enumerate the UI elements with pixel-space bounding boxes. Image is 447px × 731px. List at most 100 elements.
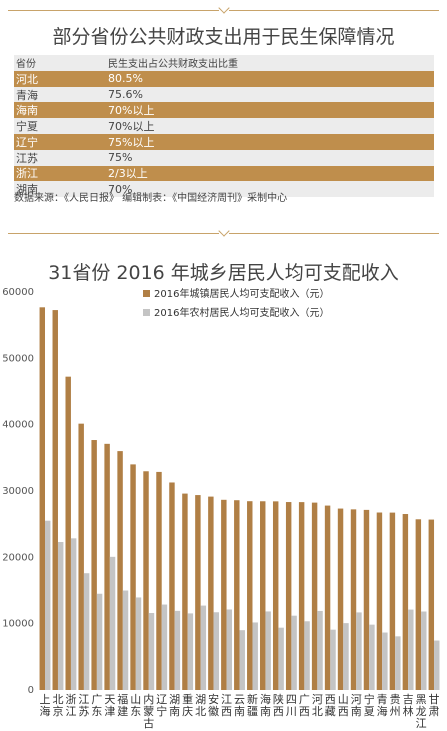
urban-income-bar xyxy=(117,451,123,690)
x-category-label: 山西 xyxy=(338,693,349,718)
urban-income-bar xyxy=(350,509,357,690)
rural-income-bar xyxy=(382,632,388,690)
table-title: 部分省份公共财政支出用于民生保障情况 xyxy=(52,26,395,48)
rural-income-bar xyxy=(304,621,310,690)
x-category-label: 内蒙古 xyxy=(143,692,154,730)
urban-income-bar xyxy=(285,502,292,690)
rural-income-bar xyxy=(408,609,414,690)
rural-income-bar xyxy=(174,610,181,690)
y-tick-label: 60000 xyxy=(2,287,34,298)
ratio-cell: 70%以上 xyxy=(108,104,155,118)
urban-income-bar xyxy=(78,423,84,690)
rural-income-bar xyxy=(317,610,323,690)
table-row: 浙江 2/3以上 xyxy=(14,165,434,182)
rural-income-bar xyxy=(213,612,220,690)
y-tick-label: 40000 xyxy=(2,420,34,431)
rural-income-bar xyxy=(83,573,90,690)
urban-income-bar xyxy=(260,501,266,690)
ratio-cell: 70% xyxy=(108,182,133,196)
ratio-cell: 75.6% xyxy=(108,87,143,101)
urban-income-bar xyxy=(376,512,383,690)
rural-income-bar xyxy=(343,623,349,690)
urban-income-bar xyxy=(272,501,279,690)
y-tick-label: 20000 xyxy=(2,552,34,563)
urban-income-bar xyxy=(337,508,344,690)
middle-divider xyxy=(8,229,439,239)
province-cell: 宁夏 xyxy=(16,120,38,134)
x-category-label: 云南 xyxy=(234,693,245,718)
x-category-label: 辽宁 xyxy=(156,693,167,718)
table-row: 江苏 75% xyxy=(14,149,434,166)
urban-income-bar xyxy=(182,493,188,690)
x-category-label: 重庆 xyxy=(182,692,193,718)
rural-income-bar xyxy=(291,615,297,690)
x-category-label: 河北 xyxy=(312,693,323,718)
rural-income-bar xyxy=(369,624,375,690)
rural-income-bar xyxy=(109,556,116,690)
urban-income-bar xyxy=(130,464,136,690)
rural-income-bar xyxy=(70,538,77,690)
y-tick-label: 50000 xyxy=(2,353,34,364)
x-category-label: 福建 xyxy=(117,692,128,718)
rural-income-bar xyxy=(356,612,362,690)
x-category-label: 黑龙江 xyxy=(416,693,427,730)
y-tick-label: 10000 xyxy=(2,619,34,630)
x-category-label: 宁夏 xyxy=(364,692,375,718)
legend: 2016年城镇居民人均可支配收入（元） 2016年农村居民人均可支配收入（元） xyxy=(143,287,329,319)
header-province: 省份 xyxy=(16,59,36,71)
legend-rural-swatch xyxy=(143,309,150,316)
x-category-label: 山东 xyxy=(130,693,141,718)
ratio-cell: 75%以上 xyxy=(108,135,155,149)
x-category-label: 陕西 xyxy=(273,692,284,718)
province-cell: 河北 xyxy=(16,72,38,86)
x-category-label: 上海 xyxy=(40,693,51,718)
rural-income-bar xyxy=(239,630,245,690)
urban-income-bar xyxy=(143,471,149,690)
rural-income-bar xyxy=(96,593,103,690)
x-category-label: 西藏 xyxy=(325,693,336,718)
spending-table: 省份 民生支出占公共财政支出比重 河北 80.5% 青海 75.6% 海南 70… xyxy=(14,55,434,198)
ratio-cell: 80.5% xyxy=(108,72,143,86)
rural-income-bar xyxy=(200,605,207,690)
urban-income-bar xyxy=(208,496,214,690)
ratio-cell: 70%以上 xyxy=(108,120,155,134)
urban-income-bar xyxy=(52,310,58,690)
x-category-label: 四川 xyxy=(286,693,297,718)
income-bar-chart: 0 10000 20000 30000 40000 50000 60000 上海北京浙江江苏… xyxy=(2,287,440,730)
header-ratio: 民生支出占公共财政支出比重 xyxy=(108,59,238,71)
x-category-label: 湖南 xyxy=(169,693,180,718)
x-category-label: 安徽 xyxy=(208,692,219,718)
ratio-cell: 75% xyxy=(108,151,133,165)
legend-rural-label: 2016年农村居民人均可支配收入（元） xyxy=(154,306,329,319)
rural-income-bar xyxy=(330,629,336,690)
province-cell: 江苏 xyxy=(16,151,38,165)
rural-income-bar xyxy=(122,590,129,690)
table-header-row: 省份 民生支出占公共财政支出比重 xyxy=(14,55,434,71)
source-note: 数据来源：《人民日报》 编辑制表：《中国经济周刊》采制中心 xyxy=(14,193,288,204)
x-category-label: 浙江 xyxy=(65,693,76,718)
urban-income-bar xyxy=(247,501,253,690)
rural-income-bar xyxy=(226,609,232,690)
x-category-label: 江苏 xyxy=(78,693,89,718)
province-cell: 浙江 xyxy=(16,167,38,181)
x-axis: 上海北京浙江江苏广东天津福建山东内蒙古辽宁湖南重庆湖北安徽江西云南新疆海南陕西四… xyxy=(40,692,440,730)
urban-income-bar xyxy=(91,440,97,690)
rural-income-bar xyxy=(421,611,427,690)
province-cell: 湖南 xyxy=(16,183,38,197)
rural-income-bar xyxy=(252,622,258,690)
rural-income-bar xyxy=(395,636,401,690)
bar-group xyxy=(39,307,440,690)
y-tick-label: 30000 xyxy=(2,486,34,497)
urban-income-bar xyxy=(402,514,409,690)
rural-income-bar xyxy=(148,612,155,690)
table-row: 海南 70%以上 xyxy=(14,102,434,119)
urban-income-bar xyxy=(104,443,110,690)
urban-income-bar xyxy=(311,502,318,690)
urban-income-bar xyxy=(389,512,396,690)
urban-income-bar xyxy=(234,500,240,690)
y-tick-label: 0 xyxy=(28,685,34,696)
chart-title: 31省份 2016 年城乡居民人均可支配收入 xyxy=(48,262,399,284)
rural-income-bar xyxy=(434,640,440,690)
x-category-label: 贵州 xyxy=(390,693,401,718)
rural-income-bar xyxy=(57,542,64,690)
